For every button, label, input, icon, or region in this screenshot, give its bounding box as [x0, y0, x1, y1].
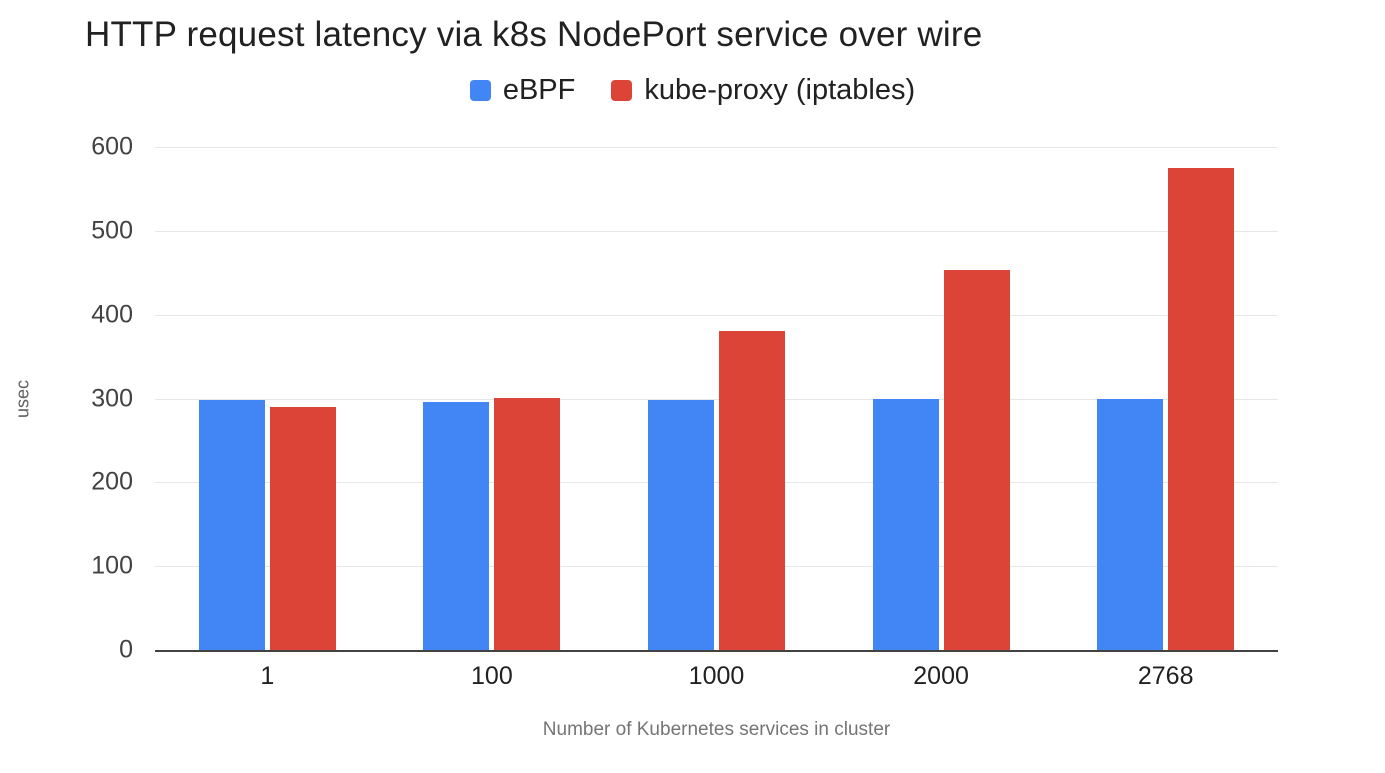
legend-item-kube-proxy-iptables: kube-proxy (iptables)	[611, 74, 915, 107]
plot-area: usec 0 100 200 300 400 500 600	[13, 133, 1278, 664]
bar-group-1000	[604, 147, 829, 650]
x-category-label: 100	[471, 662, 513, 690]
legend-swatch-ebpf	[469, 80, 491, 101]
bar-ebpf-2000	[872, 398, 939, 650]
y-tick-label: 500	[91, 216, 133, 245]
gridline	[155, 566, 1278, 568]
y-tick-label: 600	[91, 132, 133, 161]
gridline	[155, 314, 1278, 316]
y-tick-label: 300	[91, 384, 133, 412]
legend-swatch-kube-proxy-iptables	[611, 80, 633, 101]
bar-group-100	[380, 147, 605, 650]
y-tick-label: 100	[91, 551, 133, 580]
x-category-label: 2000	[913, 662, 969, 690]
y-tick-label: 200	[91, 467, 133, 496]
bar-ebpf-100	[423, 401, 490, 650]
legend-label: kube-proxy (iptables)	[644, 74, 916, 106]
bar-kube-proxy-iptables-1	[269, 406, 336, 650]
legend-item-ebpf: eBPF	[469, 74, 576, 107]
bar-kube-proxy-iptables-100	[494, 397, 561, 650]
bar-group-1	[155, 147, 380, 650]
x-category-label: 1	[260, 662, 275, 690]
gridline	[155, 482, 1278, 484]
bar-ebpf-1	[198, 400, 265, 650]
gridline	[155, 398, 1278, 400]
x-axis-labels: 1 100 1000 2000 2768	[155, 662, 1278, 691]
gridline	[155, 230, 1278, 232]
bar-group-2000	[829, 147, 1054, 650]
y-tick-label: 0	[119, 635, 133, 664]
bar-ebpf-2768	[1097, 398, 1164, 650]
x-category-label: 2768	[1137, 662, 1194, 690]
y-tick-label: 400	[91, 300, 133, 329]
x-axis-line	[155, 650, 1278, 652]
chart-legend: eBPF kube-proxy (iptables)	[0, 74, 1385, 107]
bar-group-2768	[1053, 147, 1278, 650]
bar-kube-proxy-iptables-2768	[1168, 167, 1235, 650]
legend-label: eBPF	[502, 74, 576, 106]
bar-kube-proxy-iptables-2000	[943, 270, 1010, 650]
gridline	[155, 147, 1278, 148]
bar-kube-proxy-iptables-1000	[718, 331, 785, 650]
x-axis-title: Number of Kubernetes services in cluster	[542, 719, 891, 740]
chart-title: HTTP request latency via k8s NodePort se…	[85, 15, 983, 54]
bar-ebpf-1000	[647, 400, 714, 650]
x-category-label: 1000	[688, 662, 745, 690]
bars-row	[155, 147, 1278, 650]
